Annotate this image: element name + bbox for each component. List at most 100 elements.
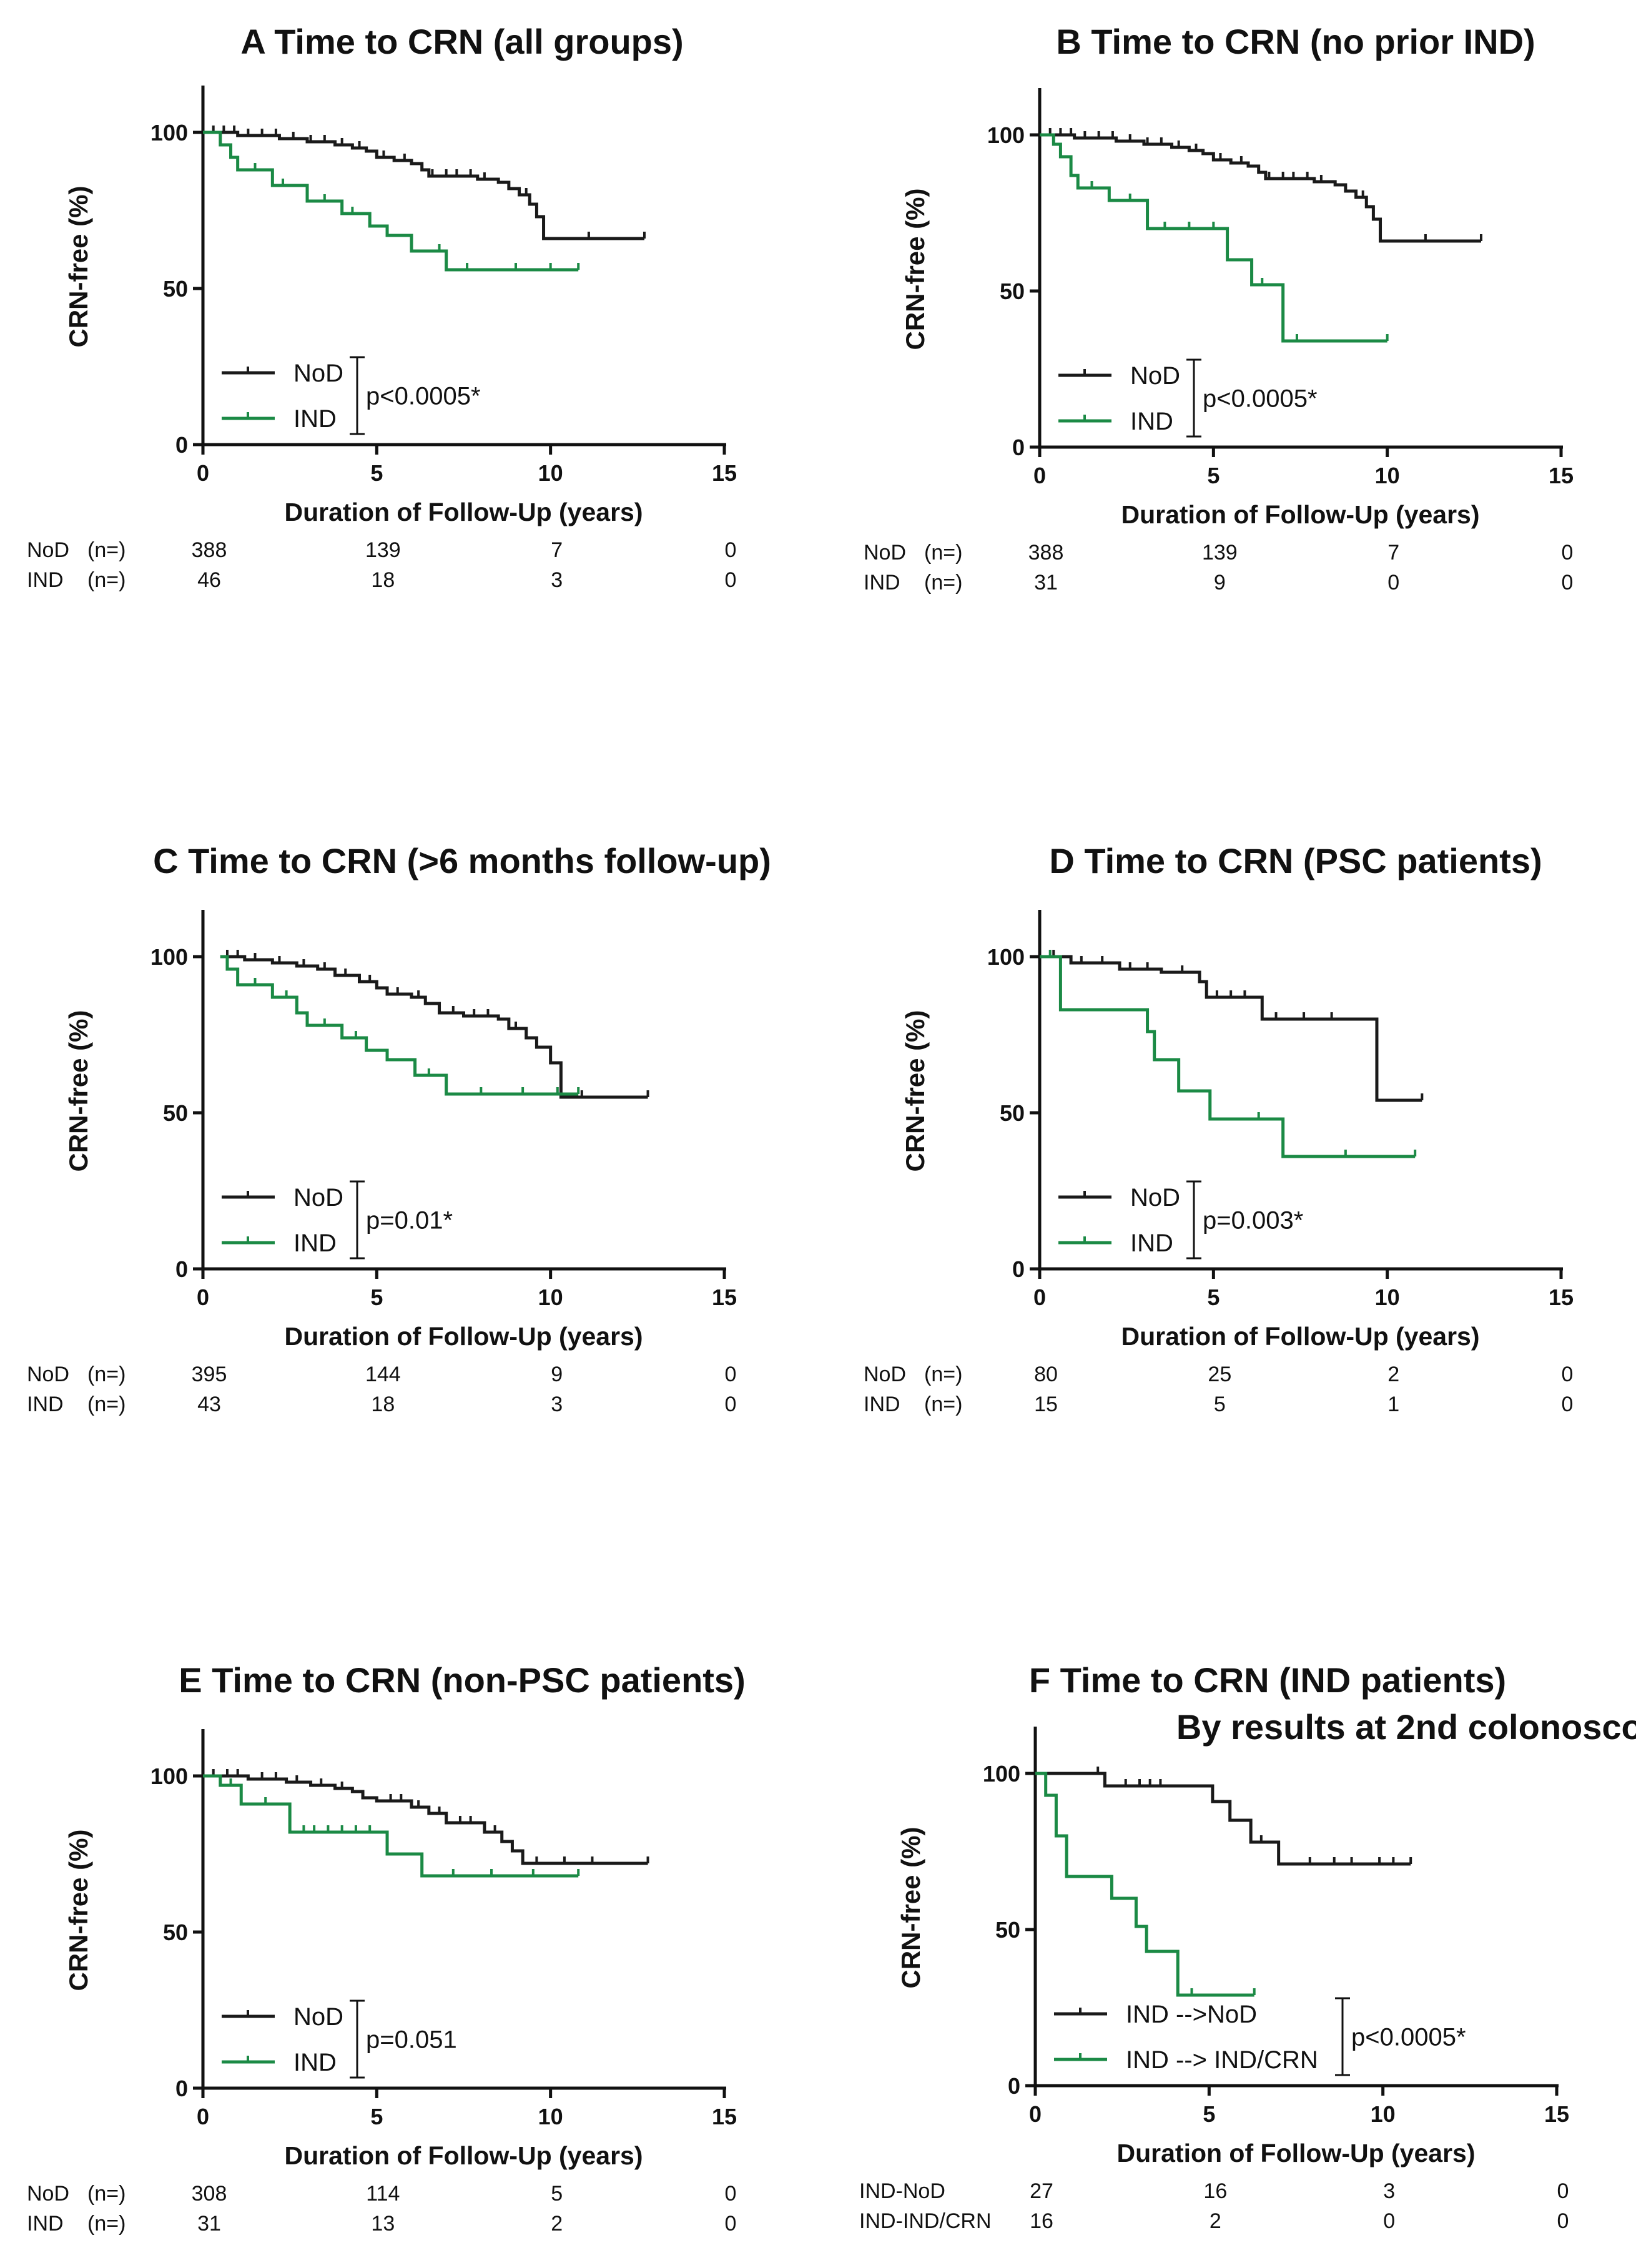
chart-subtitle: By results at 2nd colonoscopy <box>1176 1707 1636 1747</box>
y-tick-label: 100 <box>983 1761 1020 1787</box>
chart-title: C Time to CRN (>6 months follow-up) <box>153 841 771 880</box>
risk-row-n: (n=) <box>87 2182 126 2206</box>
risk-row-label: NoD <box>864 1363 906 1386</box>
risk-cell: 2 <box>551 2212 563 2236</box>
risk-cell: 27 <box>1030 2179 1053 2203</box>
risk-row-n: (n=) <box>87 1393 126 1416</box>
x-axis-label: Duration of Follow-Up (years) <box>1121 500 1480 529</box>
risk-cell: 0 <box>1383 2209 1395 2233</box>
x-tick-label: 15 <box>1549 463 1574 488</box>
p-value-label: p=0.01* <box>366 1207 453 1235</box>
x-tick-label: 0 <box>1033 1284 1046 1310</box>
series-ind-ind-crn <box>1035 1772 1256 1997</box>
risk-cell: 144 <box>365 1363 401 1386</box>
legend-item: NoD <box>1058 1184 1180 1211</box>
risk-cell: 5 <box>551 2182 563 2206</box>
risk-cell: 0 <box>1562 571 1574 594</box>
risk-row-label: IND <box>27 2212 64 2236</box>
risk-row-label: IND <box>27 1393 64 1416</box>
y-tick-label: 0 <box>1012 435 1025 460</box>
risk-cell: 0 <box>725 538 737 562</box>
risk-cell: 1 <box>1387 1393 1399 1416</box>
risk-table-row: IND-NoD 27 16 3 0 <box>859 2179 1569 2203</box>
risk-cell: 43 <box>197 1393 221 1416</box>
risk-row-label: NoD <box>864 541 906 565</box>
risk-table: IND-NoD 27 16 3 0 IND-IND/CRN 16 2 0 0 <box>859 2179 1569 2233</box>
chart-title: E Time to CRN (non-PSC patients) <box>179 1660 745 1700</box>
risk-table-row: IND (n=) 31 13 2 0 <box>27 2212 736 2236</box>
legend-item: IND <box>1058 408 1173 435</box>
legend-item: IND -->NoD <box>1054 2001 1257 2028</box>
x-tick-label: 0 <box>1029 2101 1042 2127</box>
risk-table: NoD (n=) 388 139 7 0 IND (n=) 31 9 0 0 <box>864 541 1573 594</box>
chart-title: A Time to CRN (all groups) <box>240 22 683 61</box>
risk-row-n: (n=) <box>87 2212 126 2236</box>
y-tick-label: 0 <box>1012 1256 1025 1282</box>
risk-table-row: IND (n=) 15 5 1 0 <box>864 1393 1573 1416</box>
risk-cell: 308 <box>192 2182 227 2206</box>
legend-label: NoD <box>1130 1184 1180 1211</box>
survival-curve <box>203 1774 648 1865</box>
risk-cell: 0 <box>1562 1363 1574 1386</box>
risk-cell: 16 <box>1030 2209 1053 2233</box>
survival-curve <box>1040 955 1422 1102</box>
x-tick-label: 15 <box>712 2104 737 2129</box>
x-tick-label: 10 <box>538 460 563 486</box>
risk-row-n: (n=) <box>924 1363 962 1386</box>
risk-cell: 3 <box>551 568 563 592</box>
risk-row-label: IND-IND/CRN <box>859 2209 992 2233</box>
x-tick-label: 15 <box>712 1284 737 1310</box>
survival-curve <box>220 955 579 1096</box>
risk-row-n: (n=) <box>87 568 126 592</box>
x-tick-label: 5 <box>1207 1284 1220 1310</box>
p-value-label: p<0.0005* <box>366 383 481 410</box>
series-ind <box>203 131 580 272</box>
y-tick-label: 100 <box>987 122 1025 148</box>
legend-item: IND <box>1058 1230 1173 1257</box>
risk-table-row: NoD (n=) 395 144 9 0 <box>27 1363 736 1386</box>
risk-cell: 7 <box>551 538 563 562</box>
risk-row-label: NoD <box>27 1363 69 1386</box>
risk-cell: 13 <box>371 2212 395 2236</box>
legend-label: NoD <box>293 2003 343 2031</box>
series-ind <box>1040 133 1389 343</box>
x-tick-label: 10 <box>1375 463 1400 488</box>
series-ind-nod <box>1035 1767 1412 1866</box>
chart-title: F Time to CRN (IND patients) <box>1029 1660 1506 1700</box>
chart-panel-a: A Time to CRN (all groups) 0 50 100 0 5 10 15 CR… <box>27 22 737 592</box>
series-nod <box>203 126 646 240</box>
risk-table-row: IND (n=) 43 18 3 0 <box>27 1393 736 1416</box>
risk-cell: 0 <box>725 568 737 592</box>
legend-label: IND <box>293 405 337 433</box>
x-tick-label: 5 <box>1207 463 1220 488</box>
p-value-annotation: p<0.0005* <box>1335 1997 1466 2076</box>
risk-cell: 0 <box>1557 2209 1569 2233</box>
x-tick-label: 10 <box>1371 2101 1396 2127</box>
risk-row-label: IND <box>27 568 64 592</box>
y-tick-label: 0 <box>175 1256 188 1282</box>
risk-table-row: IND (n=) 46 18 3 0 <box>27 568 736 592</box>
risk-cell: 31 <box>197 2212 221 2236</box>
p-value-label: p=0.051 <box>366 2026 457 2054</box>
risk-cell: 3 <box>1383 2179 1395 2203</box>
risk-row-label: NoD <box>27 538 69 562</box>
risk-cell: 0 <box>1387 571 1399 594</box>
risk-cell: 18 <box>371 1393 395 1416</box>
chart-title: D Time to CRN (PSC patients) <box>1049 841 1542 880</box>
chart-panel-f: F Time to CRN (IND patients) By results a… <box>859 1660 1636 2233</box>
risk-cell: 388 <box>192 538 227 562</box>
x-tick-label: 5 <box>370 460 383 486</box>
survival-curve <box>203 131 579 272</box>
legend-item: NoD <box>222 360 343 387</box>
risk-table-row: IND (n=) 31 9 0 0 <box>864 571 1573 594</box>
chart-panel-c: C Time to CRN (>6 months follow-up)05010… <box>27 841 771 1416</box>
x-tick-label: 0 <box>1033 463 1046 488</box>
risk-row-n: (n=) <box>87 538 126 562</box>
risk-cell: 0 <box>725 1363 737 1386</box>
series-nod <box>1040 128 1482 243</box>
risk-row-n: (n=) <box>924 571 962 594</box>
risk-table-row: NoD (n=) 388 139 7 0 <box>864 541 1573 565</box>
